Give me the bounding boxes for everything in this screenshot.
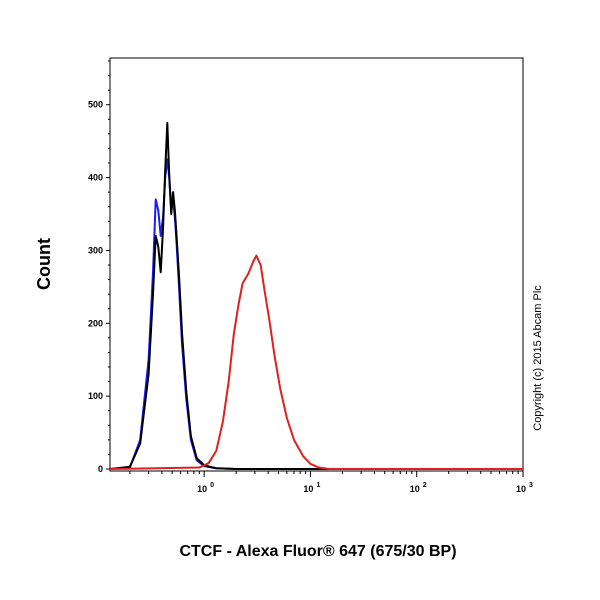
plot-frame xyxy=(109,57,524,472)
x-tick-label: 10 xyxy=(197,484,207,494)
x-tick-exponent: 3 xyxy=(529,482,533,489)
y-axis-label: Count xyxy=(34,238,54,290)
y-tick-label: 200 xyxy=(88,318,103,328)
series-line-3 xyxy=(109,254,523,470)
x-tick-exponent: 1 xyxy=(316,482,320,489)
y-axis: 0 100 200 300 400 500 xyxy=(88,60,110,474)
y-tick-label: 300 xyxy=(88,245,103,255)
x-tick-label: 10 xyxy=(303,484,313,494)
copyright-text: Copyright (c) 2015 Abcam Plc xyxy=(532,285,544,431)
y-tick-label: 100 xyxy=(88,391,103,401)
x-tick-exponent: 2 xyxy=(423,482,427,489)
x-axis: 10 0 10 1 10 2 10 3 xyxy=(129,471,533,494)
series-group xyxy=(109,121,523,470)
y-tick-label: 500 xyxy=(88,100,103,110)
x-tick-label: 10 xyxy=(410,484,420,494)
series-line-2 xyxy=(109,121,523,470)
x-tick-label: 10 xyxy=(516,484,526,494)
y-tick-label: 0 xyxy=(98,464,103,474)
x-tick-exponent: 0 xyxy=(210,482,214,489)
y-tick-label: 400 xyxy=(88,173,103,183)
x-axis-label: CTCF - Alexa Fluor® 647 (675/30 BP) xyxy=(179,543,456,560)
